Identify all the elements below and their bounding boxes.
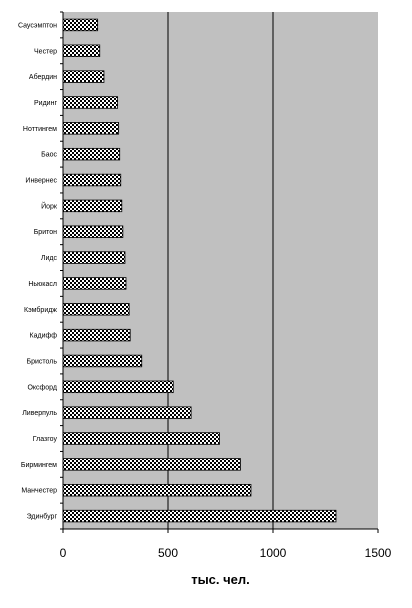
category-label: Бритон: [34, 229, 57, 236]
bar: [62, 509, 337, 523]
x-axis-title: тыс. чел.: [191, 572, 250, 587]
category-label: Саусэмптон: [18, 22, 57, 29]
bar: [62, 18, 99, 32]
bar: [62, 225, 124, 238]
bar: [62, 199, 123, 213]
x-tick-labels: 0 500 1000 1500: [60, 546, 392, 560]
bar: [62, 122, 120, 135]
category-label: Честер: [34, 48, 57, 55]
x-tick-label: 1000: [260, 546, 287, 560]
bar: [62, 173, 122, 187]
category-label: Бирмингем: [21, 462, 57, 469]
category-label: Лидс: [41, 255, 58, 262]
category-label: Ньюкасл: [28, 281, 57, 288]
bar: [62, 277, 127, 290]
bar: [62, 44, 101, 57]
category-label: Ливерпуль: [22, 410, 57, 417]
bar: [62, 328, 131, 342]
category-label: Йорк: [41, 201, 58, 210]
x-tick-label: 1500: [365, 546, 392, 560]
category-label: Бристоль: [27, 358, 58, 365]
bar: [62, 406, 192, 419]
x-tick-label: 0: [60, 546, 67, 560]
bar: [62, 70, 105, 83]
bar: [62, 380, 174, 394]
bar: [62, 96, 118, 109]
category-label: Эдинбург: [27, 513, 58, 521]
bar: [62, 354, 143, 368]
bar: [62, 432, 220, 445]
x-tick-label: 500: [158, 546, 178, 560]
bar: [62, 251, 126, 264]
category-label: Бaос: [41, 152, 57, 159]
category-label: Манчестер: [21, 488, 57, 495]
plot-area: [63, 12, 378, 529]
category-labels: Эдинбург Манчестер Бирмингем Глазгоу Ливерпу…: [18, 22, 58, 520]
category-label: Кэмбридж: [24, 306, 57, 314]
bar: [62, 303, 130, 316]
bar: [62, 458, 241, 471]
bar: [62, 147, 121, 161]
category-label: Ридинг: [34, 100, 57, 107]
category-label: Оксфорд: [27, 384, 57, 391]
category-label: Абердин: [29, 73, 57, 81]
category-label: Глазгоу: [33, 436, 58, 443]
category-label: Ноттингем: [23, 126, 57, 133]
category-label: Инвернес: [25, 178, 57, 185]
axes: [60, 11, 379, 533]
category-label: Кадифф: [30, 333, 58, 340]
bar: [62, 484, 252, 497]
